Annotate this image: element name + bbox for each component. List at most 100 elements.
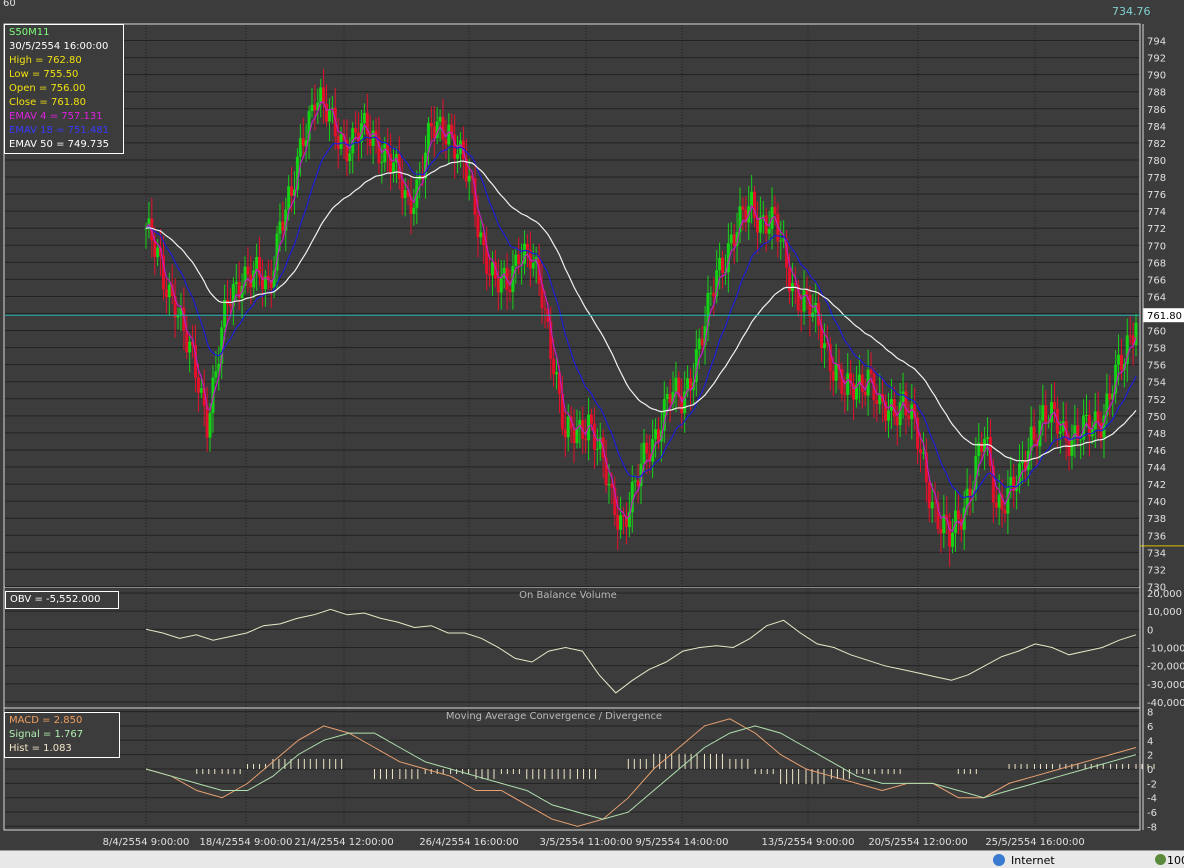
time-tick-label: 3/5/2554 11:00:00 <box>539 837 632 848</box>
candle-body <box>624 516 628 528</box>
candle-body <box>310 104 314 112</box>
candle-body <box>281 221 285 231</box>
candle-body <box>269 280 273 288</box>
candle-body <box>951 532 955 547</box>
macd-tick-label: 0 <box>1147 765 1153 776</box>
candle-body <box>924 452 928 483</box>
candle-body <box>304 140 308 147</box>
candle-body <box>662 399 666 431</box>
candle-body <box>325 103 329 122</box>
candle-body <box>820 325 824 349</box>
candle-body <box>214 371 218 378</box>
candle-body <box>971 489 975 497</box>
candle-body <box>473 178 477 215</box>
candle-body <box>202 388 206 406</box>
price-tick-label: 794 <box>1147 37 1166 48</box>
candle-body <box>991 465 995 503</box>
candle-body <box>263 275 267 290</box>
candle-body <box>287 186 291 210</box>
candle-body <box>298 138 302 157</box>
candle-body <box>470 175 474 179</box>
candle-body <box>802 290 806 312</box>
candle-body <box>907 415 911 420</box>
chart-svg[interactable]: 730 732 734 736 738 740 742 744 746 748 750 752 754 7… <box>0 0 1184 850</box>
candle-body <box>191 341 195 346</box>
candle-body <box>572 428 576 444</box>
status-zoom[interactable]: 100 <box>1167 854 1184 867</box>
macd-tick-label: 6 <box>1147 722 1153 733</box>
zoom-icon[interactable] <box>1155 854 1166 865</box>
candle-body <box>1061 421 1065 432</box>
info-datetime: 30/5/2554 16:00:00 <box>9 41 109 52</box>
candle-body <box>718 257 722 271</box>
candle-body <box>578 420 582 429</box>
candle-body <box>884 401 888 421</box>
candle-body <box>1041 405 1045 421</box>
candle-body <box>1085 414 1088 416</box>
candle-body <box>933 501 937 503</box>
candle-body <box>785 238 789 268</box>
candle-body <box>1000 494 1004 510</box>
candle-body <box>319 87 323 103</box>
price-tick-label: 786 <box>1147 105 1166 116</box>
candle-body <box>689 378 692 391</box>
candle-body <box>761 215 765 218</box>
candle-body <box>680 396 684 414</box>
info-high: High = 762.80 <box>9 55 82 66</box>
candle-body <box>161 255 165 290</box>
status-zone: Internet <box>1011 854 1055 867</box>
info-symbol: S50M11 <box>9 27 50 38</box>
candle-body <box>656 429 660 442</box>
info-ema50: EMAV 50 = 749.735 <box>9 139 109 150</box>
candle-body <box>767 228 771 234</box>
candle-body <box>260 276 264 290</box>
candle-body <box>266 275 270 281</box>
candle-body <box>406 190 410 197</box>
obv-tick-label: -20,000 <box>1147 662 1184 673</box>
price-tick-label: 734 <box>1147 548 1166 559</box>
candle-body <box>243 266 247 286</box>
candle-body <box>831 371 835 381</box>
candle-body <box>199 388 203 393</box>
time-tick-label: 9/5/2554 14:00:00 <box>635 837 728 848</box>
candle-body <box>1093 411 1097 430</box>
candle-body <box>788 267 791 292</box>
candle-body <box>712 292 716 297</box>
price-tick-label: 748 <box>1147 429 1166 440</box>
candle-body <box>380 162 384 164</box>
current-price-label: 761.80 <box>1147 311 1182 322</box>
candle-body <box>726 243 730 273</box>
candle-body <box>456 154 460 159</box>
candle-body <box>1012 476 1016 492</box>
candle-body <box>357 132 361 143</box>
candle-body <box>362 112 366 124</box>
candle-body <box>988 437 992 466</box>
candle-body <box>980 442 984 453</box>
candle-body <box>592 423 596 450</box>
candle-body <box>1020 460 1024 464</box>
candle-body <box>610 483 614 488</box>
candle-body <box>424 152 428 179</box>
candle-body <box>555 372 559 375</box>
candle-body <box>892 398 896 417</box>
obv-info-box: OBV = -5,552.000 <box>5 591 119 609</box>
candle-body <box>258 256 262 277</box>
price-tick-label: 784 <box>1147 122 1166 133</box>
candle-body <box>843 394 847 396</box>
candle-body <box>1003 509 1007 514</box>
candle-body <box>272 270 276 288</box>
price-tick-label: 774 <box>1147 207 1166 218</box>
signal-line <box>145 725 1137 820</box>
obv-title: On Balance Volume <box>519 590 617 601</box>
candle-body <box>793 283 797 285</box>
candle-body <box>205 405 209 438</box>
candle-body <box>875 400 879 405</box>
candle-body <box>1096 411 1100 423</box>
candle-body <box>741 206 745 210</box>
candle-body <box>316 102 320 111</box>
candle-body <box>916 417 920 450</box>
candle-body <box>898 402 902 426</box>
candle-body <box>921 452 925 454</box>
candle-body <box>1076 425 1080 440</box>
